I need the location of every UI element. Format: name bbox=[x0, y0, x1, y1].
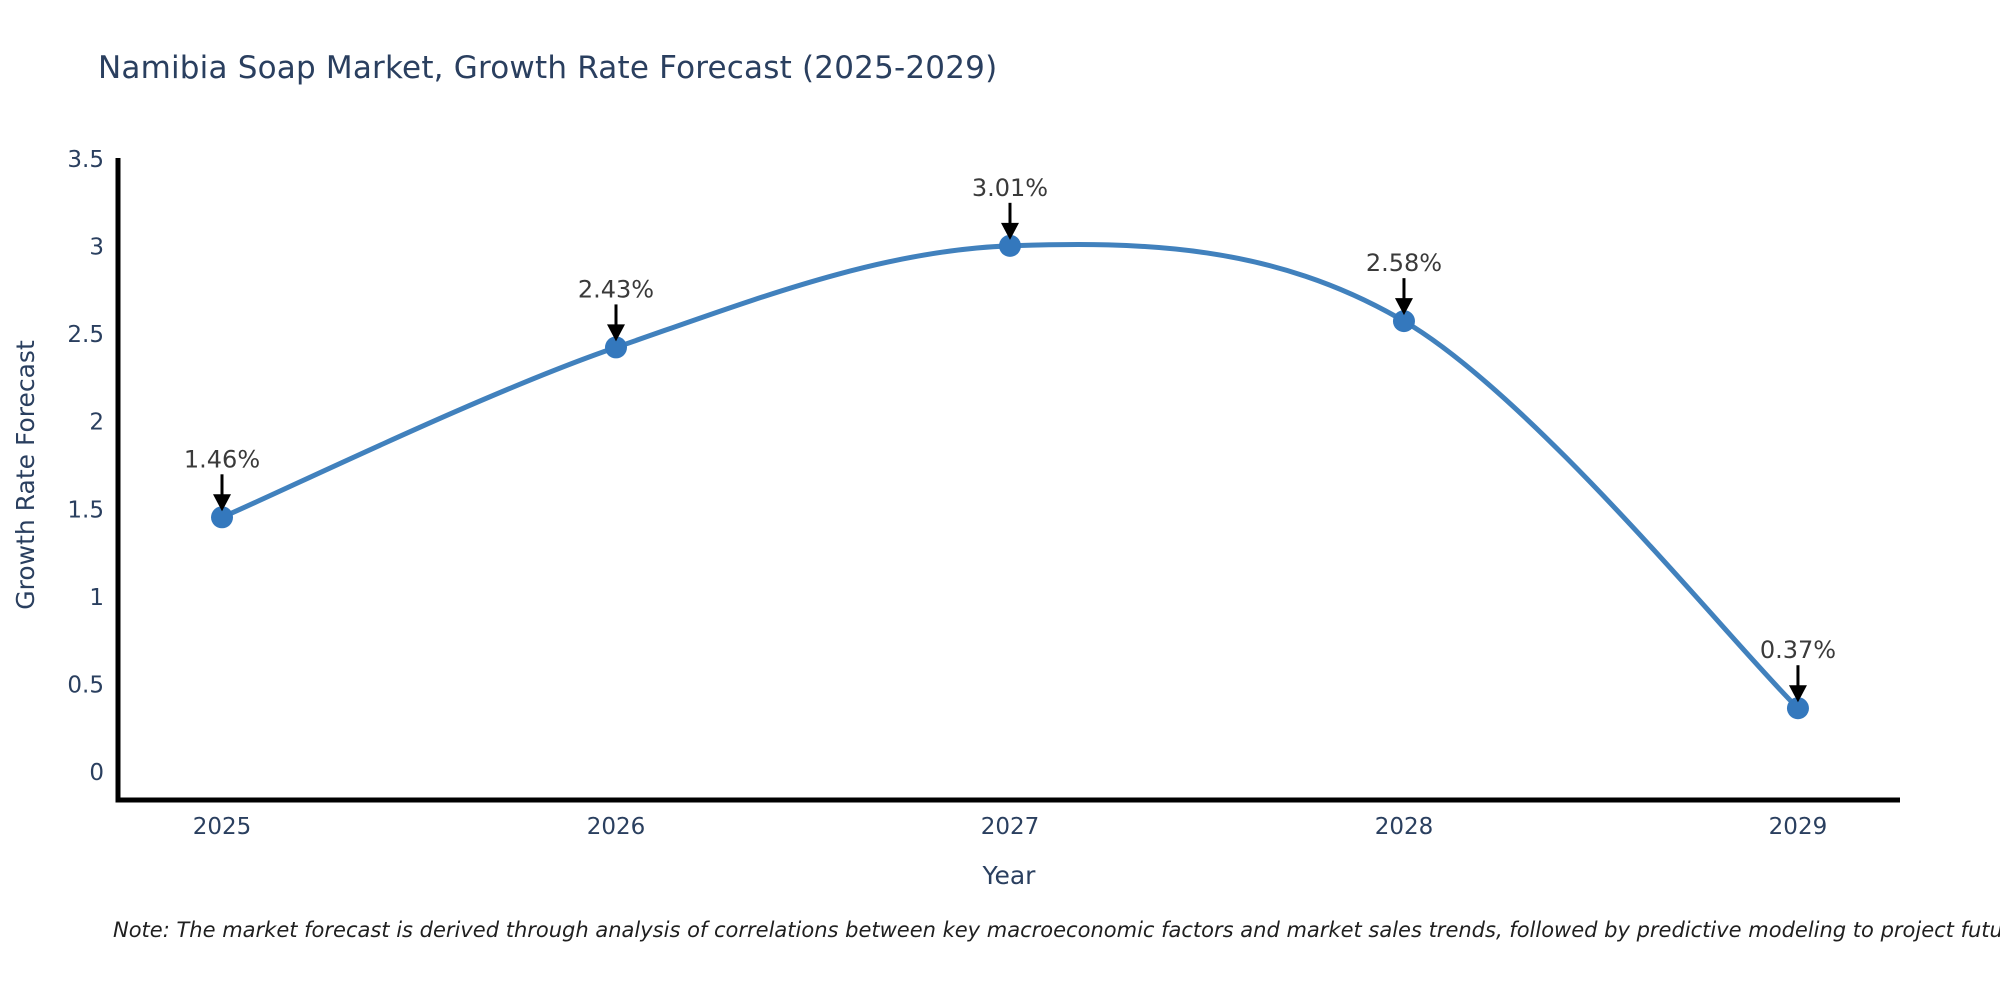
y-tick-label: 0 bbox=[89, 760, 104, 786]
footnote-text: Note: The market forecast is derived thr… bbox=[113, 918, 2000, 942]
x-tick-label: 2025 bbox=[193, 814, 252, 840]
point-value-label: 0.37% bbox=[1760, 636, 1836, 664]
annotation-arrowhead-icon bbox=[213, 494, 232, 512]
x-axis-title: Year bbox=[982, 861, 1037, 890]
point-value-label: 2.43% bbox=[578, 275, 654, 303]
y-tick-label: 0.5 bbox=[67, 672, 104, 698]
data-point-marker bbox=[211, 506, 234, 529]
x-tick-label: 2028 bbox=[1375, 814, 1434, 840]
data-point-marker bbox=[604, 336, 627, 359]
data-point-marker bbox=[1392, 310, 1415, 333]
chart-title: Namibia Soap Market, Growth Rate Forecas… bbox=[98, 50, 998, 86]
data-point-marker bbox=[1786, 697, 1809, 720]
x-tick-label: 2026 bbox=[587, 814, 646, 840]
y-axis-title: Growth Rate Forecast bbox=[11, 340, 40, 610]
y-tick-label: 2 bbox=[89, 410, 104, 436]
point-value-label: 2.58% bbox=[1366, 249, 1442, 277]
annotation-arrowhead-icon bbox=[1000, 222, 1019, 240]
y-tick-label: 3 bbox=[89, 235, 104, 261]
point-value-label: 3.01% bbox=[972, 174, 1048, 202]
x-tick-label: 2029 bbox=[1769, 814, 1828, 840]
annotation-arrowhead-icon bbox=[1788, 685, 1807, 703]
data-point-marker bbox=[998, 234, 1021, 257]
y-tick-label: 1.5 bbox=[67, 497, 104, 523]
point-value-label: 1.46% bbox=[184, 445, 260, 473]
x-tick-label: 2027 bbox=[981, 814, 1040, 840]
annotation-arrowhead-icon bbox=[1394, 298, 1413, 316]
forecast-line bbox=[219, 242, 1801, 711]
y-tick-label: 3.5 bbox=[67, 147, 104, 173]
y-tick-label: 2.5 bbox=[67, 322, 104, 348]
annotation-arrowhead-icon bbox=[606, 324, 625, 342]
y-tick-label: 1 bbox=[89, 585, 104, 611]
